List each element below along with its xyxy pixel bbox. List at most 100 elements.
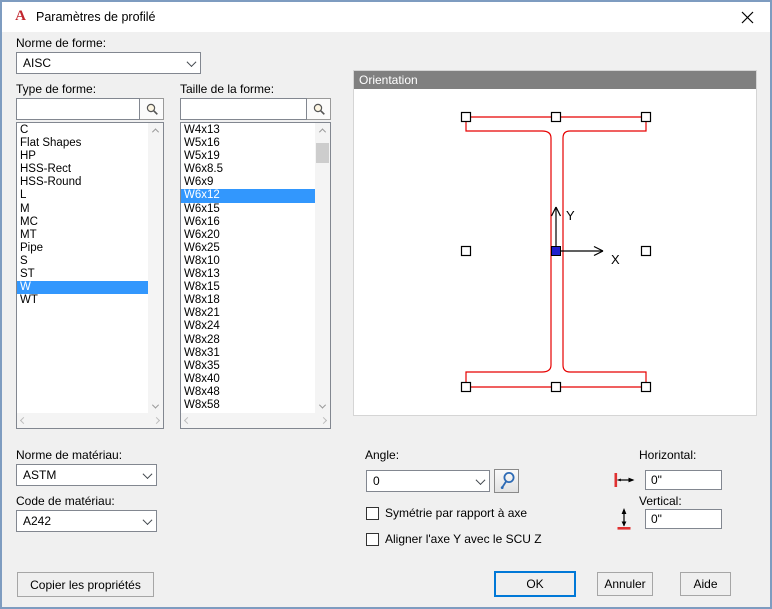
orientation-header: Orientation — [354, 71, 756, 89]
title-bar: A Paramètres de profilé — [2, 2, 770, 32]
symmetry-checkbox-row[interactable]: Symétrie par rapport à axe — [366, 506, 527, 520]
align-y-checkbox[interactable] — [366, 532, 379, 546]
scroll-left-icon[interactable] — [19, 416, 28, 425]
dialog-title: Paramètres de profilé — [36, 10, 156, 24]
pick-angle-button[interactable] — [494, 469, 519, 493]
list-item[interactable]: W8x35 — [184, 359, 220, 372]
align-y-checkbox-label: Aligner l'axe Y avec le SCU Z — [385, 532, 542, 546]
vertical-offset-field[interactable]: 0" — [645, 509, 722, 529]
horizontal-offset-field[interactable]: 0" — [645, 470, 722, 490]
vertical-label: Vertical: — [639, 494, 682, 508]
material-code-select[interactable]: A242 — [16, 510, 157, 532]
list-item[interactable]: HSS-Rect — [20, 163, 72, 176]
scroll-up-icon[interactable] — [148, 123, 163, 137]
list-item[interactable]: W6x12 — [181, 189, 315, 203]
symmetry-checkbox[interactable] — [366, 506, 379, 520]
list-item[interactable]: W — [17, 281, 148, 295]
material-standard-select[interactable]: ASTM — [16, 464, 157, 486]
shape-size-hscrollbar[interactable] — [181, 413, 330, 428]
x-axis-label: X — [611, 252, 620, 267]
cancel-button[interactable]: Annuler — [597, 572, 653, 596]
scroll-right-icon[interactable] — [319, 416, 328, 425]
shape-type-label: Type de forme: — [16, 82, 97, 96]
shape-size-label: Taille de la forme: — [180, 82, 275, 96]
chevron-down-icon — [471, 474, 489, 485]
list-item[interactable]: W6x9 — [184, 176, 214, 189]
shape-type-hscrollbar[interactable] — [17, 413, 163, 428]
list-item[interactable]: W8x58 — [184, 398, 220, 411]
scroll-up-icon[interactable] — [315, 123, 330, 137]
ibeam-preview-drawing[interactable]: Y X — [354, 89, 756, 415]
shape-standard-label: Norme de forme: — [16, 36, 107, 50]
grip-squares — [460, 111, 652, 393]
list-item[interactable]: WT — [20, 294, 38, 307]
list-item[interactable]: M — [20, 202, 30, 215]
chevron-down-icon — [182, 56, 200, 67]
shape-type-filter-input[interactable] — [16, 98, 140, 120]
list-item[interactable]: MT — [20, 228, 37, 241]
list-item[interactable]: W5x16 — [184, 137, 220, 150]
horizontal-offset-value: 0" — [651, 473, 662, 487]
list-item[interactable]: W4x13 — [184, 124, 220, 136]
shape-size-filter-row — [180, 98, 331, 120]
shape-type-vscrollbar[interactable] — [148, 123, 163, 413]
list-item[interactable]: W8x18 — [184, 294, 220, 307]
list-item[interactable]: C — [20, 124, 29, 136]
scroll-right-icon[interactable] — [152, 416, 161, 425]
vertical-offset-icon — [617, 508, 631, 530]
list-item[interactable]: W8x40 — [184, 372, 220, 385]
list-item[interactable]: MC — [20, 215, 38, 228]
list-item[interactable]: L — [20, 189, 27, 202]
list-item[interactable]: W6x8.5 — [184, 163, 223, 176]
scroll-down-icon[interactable] — [315, 399, 330, 413]
material-code-label: Code de matériau: — [16, 494, 115, 508]
list-item[interactable]: W8x28 — [184, 333, 220, 346]
horizontal-offset-icon — [614, 473, 635, 487]
angle-value: 0 — [373, 474, 380, 488]
list-item[interactable]: W8x31 — [184, 346, 220, 359]
help-button[interactable]: Aide — [680, 572, 731, 596]
vertical-offset-value: 0" — [651, 512, 662, 526]
list-item[interactable]: W8x15 — [184, 281, 220, 294]
list-item[interactable]: Pipe — [20, 241, 44, 254]
pick-point-icon — [500, 472, 514, 489]
list-item[interactable]: W6x15 — [184, 202, 220, 215]
list-item[interactable]: W8x48 — [184, 385, 220, 398]
list-item[interactable]: ST — [20, 268, 35, 281]
close-button[interactable] — [734, 6, 760, 28]
align-y-checkbox-row[interactable]: Aligner l'axe Y avec le SCU Z — [366, 532, 542, 546]
y-axis-label: Y — [566, 208, 575, 223]
shape-type-search-button[interactable] — [140, 98, 164, 120]
shape-size-vscrollbar[interactable] — [315, 123, 330, 413]
shape-type-list[interactable]: C Flat Shapes HP HSS-Rect HSS-Round L M MC MT Pip… — [16, 122, 164, 429]
horizontal-label: Horizontal: — [639, 448, 697, 462]
shape-standard-select[interactable]: AISC — [16, 52, 201, 74]
list-item[interactable]: HP — [20, 150, 36, 163]
ok-button[interactable]: OK — [494, 571, 576, 597]
scroll-left-icon[interactable] — [183, 416, 192, 425]
list-item[interactable]: W6x16 — [184, 215, 220, 228]
scrollbar-thumb[interactable] — [316, 143, 329, 163]
list-item[interactable]: W6x25 — [184, 241, 220, 254]
base-point-grip — [551, 246, 561, 256]
list-item[interactable]: S — [20, 254, 28, 267]
symmetry-checkbox-label: Symétrie par rapport à axe — [385, 506, 528, 520]
autocad-logo-icon: A — [15, 8, 26, 24]
angle-select[interactable]: 0 — [366, 470, 490, 492]
chevron-down-icon — [138, 514, 156, 525]
shape-size-list[interactable]: W4x13 W5x16 W5x19 W6x8.5 W6x9 W6x12 W6x15 W6x16… — [180, 122, 331, 429]
list-item[interactable]: W6x20 — [184, 228, 220, 241]
material-standard-value: ASTM — [23, 468, 57, 482]
scroll-down-icon[interactable] — [148, 399, 163, 413]
list-item[interactable]: Flat Shapes — [20, 137, 82, 150]
list-item[interactable]: W8x10 — [184, 254, 220, 267]
list-item[interactable]: HSS-Round — [20, 176, 82, 189]
list-item[interactable]: W8x21 — [184, 307, 220, 320]
material-standard-label: Norme de matériau: — [16, 448, 123, 462]
list-item[interactable]: W5x19 — [184, 150, 220, 163]
copy-properties-button[interactable]: Copier les propriétés — [17, 572, 154, 597]
list-item[interactable]: W8x13 — [184, 268, 220, 281]
shape-size-filter-input[interactable] — [180, 98, 307, 120]
list-item[interactable]: W8x24 — [184, 320, 220, 333]
shape-size-search-button[interactable] — [307, 98, 331, 120]
